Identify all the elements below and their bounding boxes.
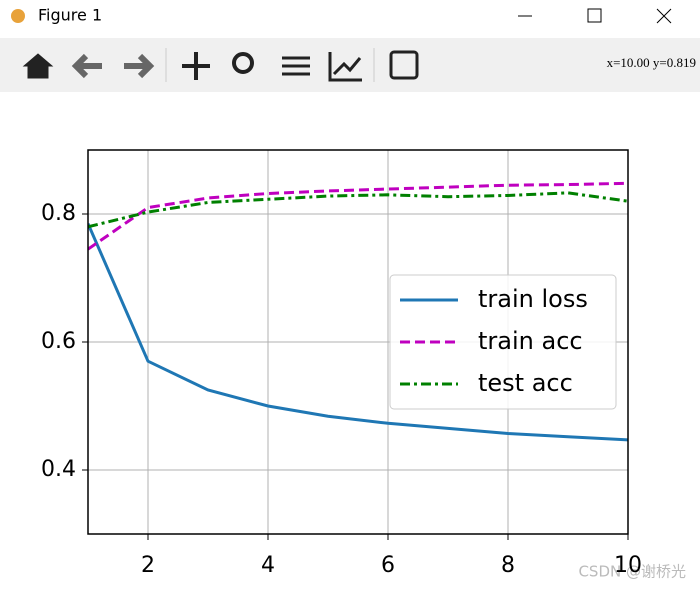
y-tick-label: 0.8 (41, 201, 76, 226)
title-bar (0, 0, 700, 32)
x-tick-label: 4 (261, 553, 275, 578)
y-tick-label: 0.6 (41, 329, 76, 354)
x-tick-label: 6 (381, 553, 395, 578)
axes-frame (87, 149, 629, 535)
configure-button[interactable] (282, 56, 310, 76)
pan-button[interactable] (182, 52, 210, 80)
line (88, 181, 628, 251)
forward-button[interactable] (124, 53, 155, 79)
zoom-button[interactable] (232, 52, 254, 74)
line (88, 191, 628, 229)
toolbar-icons (22, 50, 419, 82)
line (88, 223, 628, 442)
watermark: CSDN @谢桥光 (578, 563, 686, 581)
legend-box (389, 274, 617, 410)
status-text: x=10.00 y=0.819 (607, 55, 696, 70)
x-tick-label: 2 (141, 553, 155, 578)
x-tick-label: 10 (614, 553, 642, 578)
close-button[interactable] (656, 8, 672, 24)
legend-label: train acc (478, 327, 583, 355)
legend-label: train loss (478, 285, 588, 313)
plot-lines (88, 181, 628, 442)
home-button[interactable] (22, 53, 54, 79)
back-button[interactable] (71, 53, 102, 79)
toolbar (0, 38, 700, 92)
maximize-button[interactable] (587, 8, 602, 23)
app-icon (11, 9, 25, 23)
legend-label: test acc (478, 369, 573, 397)
edit-button[interactable] (328, 52, 362, 82)
save-button[interactable] (389, 50, 419, 80)
y-tick-label: 0.4 (41, 457, 76, 482)
x-tick-label: 8 (501, 553, 515, 578)
window-title: Figure 1 (38, 6, 102, 25)
